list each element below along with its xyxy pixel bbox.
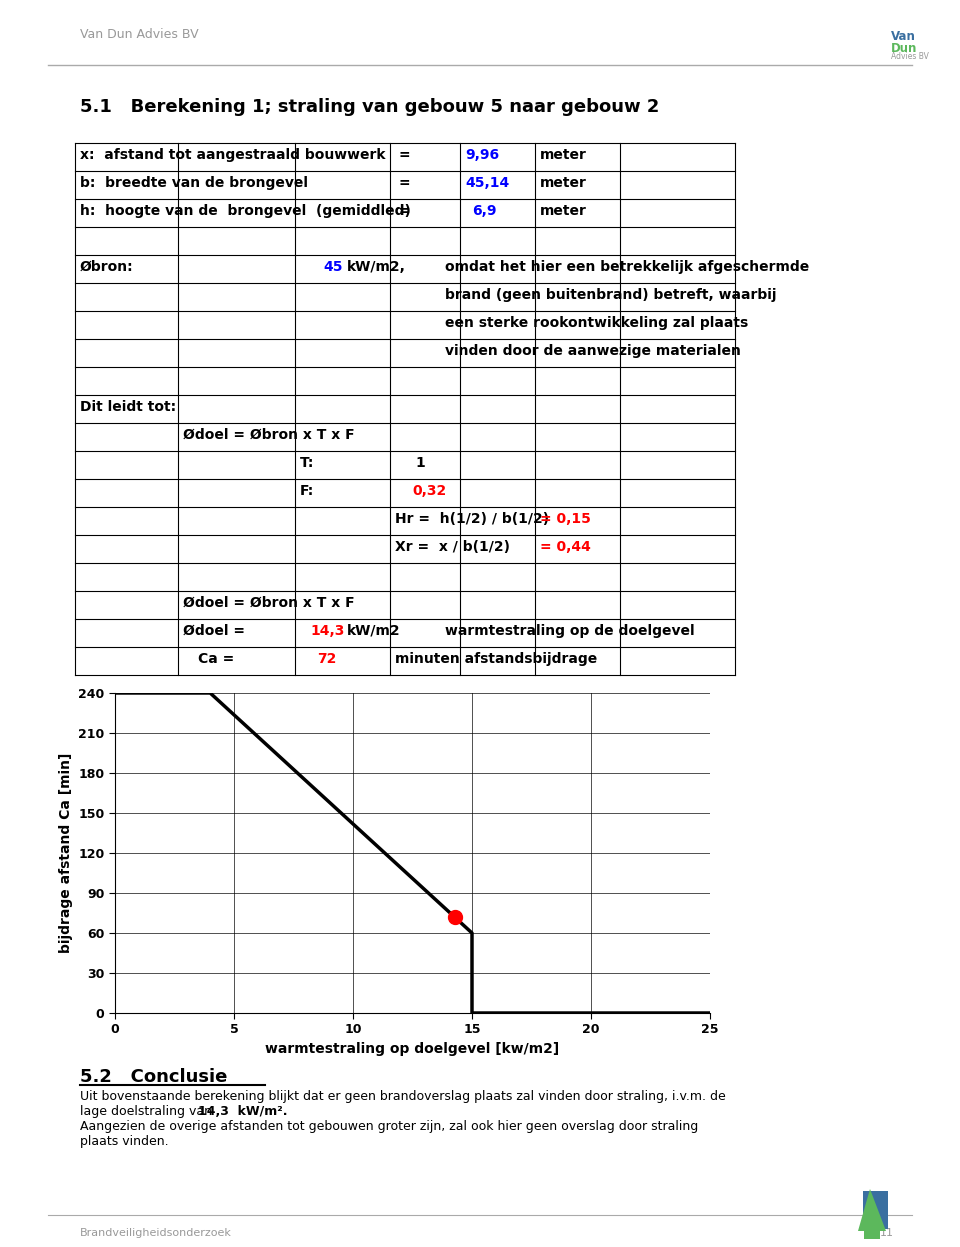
Text: F:: F: bbox=[300, 484, 314, 498]
Text: brand (geen buitenbrand) betreft, waarbij: brand (geen buitenbrand) betreft, waarbi… bbox=[445, 288, 777, 302]
Text: lage doelstraling van: lage doelstraling van bbox=[80, 1105, 220, 1119]
Text: kW/m2: kW/m2 bbox=[347, 624, 400, 638]
Text: Uit bovenstaande berekening blijkt dat er geen brandoverslag plaats zal vinden d: Uit bovenstaande berekening blijkt dat e… bbox=[80, 1090, 726, 1104]
Text: 11: 11 bbox=[880, 1228, 894, 1238]
Text: minuten afstandsbijdrage: minuten afstandsbijdrage bbox=[395, 652, 597, 666]
Text: kW/m2,: kW/m2, bbox=[347, 261, 406, 274]
Polygon shape bbox=[863, 1191, 888, 1230]
Text: 1: 1 bbox=[415, 456, 424, 470]
Text: =: = bbox=[398, 148, 410, 162]
Text: x:  afstand tot aangestraald bouwwerk: x: afstand tot aangestraald bouwwerk bbox=[80, 148, 386, 162]
Text: omdat het hier een betrekkelijk afgeschermde: omdat het hier een betrekkelijk afgesche… bbox=[445, 261, 809, 274]
Text: meter: meter bbox=[540, 205, 587, 218]
Text: Dun: Dun bbox=[891, 42, 918, 55]
Text: meter: meter bbox=[540, 148, 587, 162]
Text: Øbron:: Øbron: bbox=[80, 261, 133, 274]
Text: 14,3  kW/m².: 14,3 kW/m². bbox=[198, 1105, 287, 1119]
Text: T:: T: bbox=[300, 456, 314, 470]
Text: Brandveiligheidsonderzoek: Brandveiligheidsonderzoek bbox=[80, 1228, 232, 1238]
Text: 5.1   Berekening 1; straling van gebouw 5 naar gebouw 2: 5.1 Berekening 1; straling van gebouw 5 … bbox=[80, 99, 660, 116]
Text: 45,14: 45,14 bbox=[465, 176, 509, 190]
Text: =: = bbox=[398, 176, 410, 190]
Text: Ca =: Ca = bbox=[198, 652, 234, 666]
Text: Ødoel = Øbron x T x F: Ødoel = Øbron x T x F bbox=[183, 596, 354, 610]
Text: b:  breedte van de brongevel: b: breedte van de brongevel bbox=[80, 176, 308, 190]
Text: 5.2   Conclusie: 5.2 Conclusie bbox=[80, 1067, 228, 1086]
Polygon shape bbox=[858, 1188, 886, 1240]
Text: = 0,44: = 0,44 bbox=[540, 540, 590, 554]
X-axis label: warmtestraling op doelgevel [kw/m2]: warmtestraling op doelgevel [kw/m2] bbox=[265, 1042, 560, 1056]
Text: 9,96: 9,96 bbox=[465, 148, 499, 162]
Y-axis label: bijdrage afstand Ca [min]: bijdrage afstand Ca [min] bbox=[59, 753, 73, 953]
Text: 14,3: 14,3 bbox=[310, 624, 345, 638]
Text: 0,32: 0,32 bbox=[412, 484, 446, 498]
Text: een sterke rookontwikkeling zal plaats: een sterke rookontwikkeling zal plaats bbox=[445, 315, 748, 330]
Text: vinden door de aanwezige materialen: vinden door de aanwezige materialen bbox=[445, 344, 741, 358]
Text: Ødoel = Øbron x T x F: Ødoel = Øbron x T x F bbox=[183, 428, 354, 441]
Text: 72: 72 bbox=[317, 652, 336, 666]
Text: Van: Van bbox=[891, 30, 916, 42]
Text: Hr =  h(1/2) / b(1/2): Hr = h(1/2) / b(1/2) bbox=[395, 513, 549, 526]
Text: meter: meter bbox=[540, 176, 587, 190]
Text: 6,9: 6,9 bbox=[472, 205, 496, 218]
Text: = 0,15: = 0,15 bbox=[540, 513, 590, 526]
Text: warmtestraling op de doelgevel: warmtestraling op de doelgevel bbox=[445, 624, 695, 638]
Text: h:  hoogte van de  brongevel  (gemiddled): h: hoogte van de brongevel (gemiddled) bbox=[80, 205, 411, 218]
Text: =: = bbox=[398, 205, 410, 218]
Text: Advies BV: Advies BV bbox=[891, 52, 929, 61]
Text: plaats vinden.: plaats vinden. bbox=[80, 1135, 169, 1148]
Text: 45: 45 bbox=[323, 261, 343, 274]
Text: Van Dun Advies BV: Van Dun Advies BV bbox=[80, 27, 199, 41]
Text: Xr =  x / b(1/2): Xr = x / b(1/2) bbox=[395, 540, 510, 554]
Text: Ødoel =: Ødoel = bbox=[183, 624, 245, 638]
Text: Aangezien de overige afstanden tot gebouwen groter zijn, zal ook hier geen overs: Aangezien de overige afstanden tot gebou… bbox=[80, 1120, 698, 1134]
Text: Dit leidt tot:: Dit leidt tot: bbox=[80, 400, 176, 414]
